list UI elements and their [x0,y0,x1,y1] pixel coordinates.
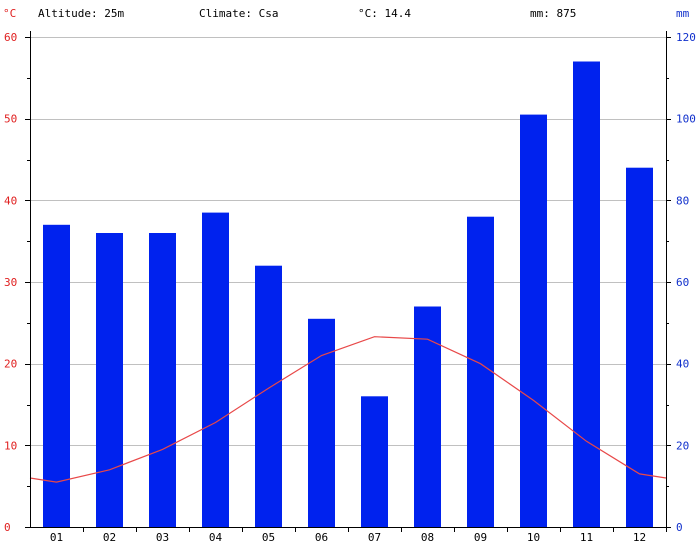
left-tick-label: 10 [4,439,17,452]
grid-lines [30,37,666,446]
left-tick-label: 50 [4,113,17,126]
precipitation-bar [43,224,70,528]
precip-total-label: mm: 875 [530,7,576,20]
right-tick-label: 100 [676,113,696,126]
temperature-series-line [29,336,667,483]
precipitation-bar [520,114,547,527]
tick-labels: 0 10 20 30 40 50 60 0 20 40 60 80 100 120 01 02 03 04 05 06… [4,31,696,544]
precipitation-bar [202,212,229,527]
left-tick-label: 0 [4,521,11,534]
right-tick-label: 60 [676,276,689,289]
precipitation-bar [255,265,282,527]
x-tick-label: 09 [474,531,487,544]
right-tick-label: 40 [676,358,689,371]
x-tick-label: 04 [209,531,223,544]
x-tick-label: 11 [580,531,593,544]
right-tick-label: 0 [676,521,683,534]
x-tick-label: 06 [315,531,328,544]
right-tick-label: 20 [676,439,689,452]
precipitation-bar [467,216,494,527]
precipitation-bar [361,396,388,527]
precipitation-bar [573,61,600,527]
right-tick-label: 80 [676,194,689,207]
left-tick-label: 60 [4,31,17,44]
x-tick-label: 08 [421,531,434,544]
left-unit-label: °C [3,7,16,20]
left-tick-label: 40 [4,194,17,207]
mean-temp-label: °C: 14.4 [358,7,411,20]
right-unit-label: mm [676,7,690,20]
x-tick-label: 03 [156,531,169,544]
x-tick-label: 05 [262,531,275,544]
temperature-line [29,336,667,483]
x-tick-label: 10 [527,531,540,544]
precipitation-bar [96,233,123,527]
x-tick-label: 02 [103,531,116,544]
left-tick-label: 20 [4,358,17,371]
precipitation-bar [149,233,176,527]
x-tick-label: 12 [633,531,646,544]
climate-label: Climate: Csa [199,7,278,20]
precipitation-bar [308,318,335,528]
right-tick-label: 120 [676,31,696,44]
precipitation-bars [43,61,653,528]
x-tick-label: 07 [368,531,381,544]
altitude-label: Altitude: 25m [38,7,124,20]
precipitation-bar [626,167,653,527]
left-tick-label: 30 [4,276,17,289]
axes [25,31,671,532]
x-tick-label: 01 [50,531,63,544]
